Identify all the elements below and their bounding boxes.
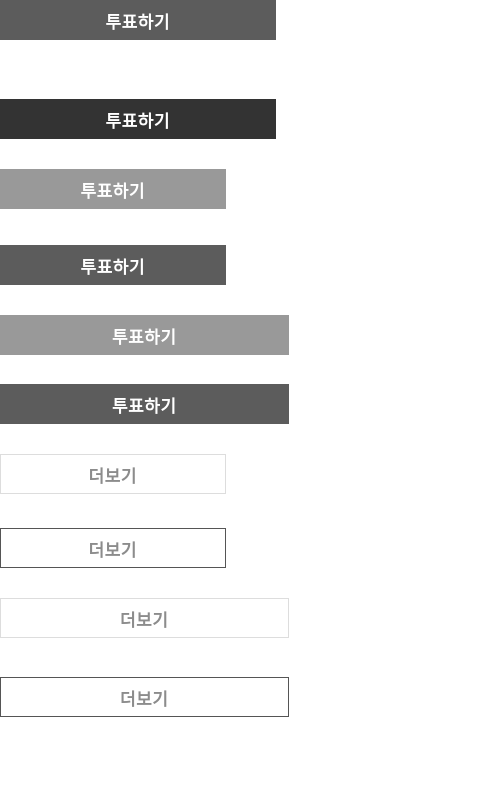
vote-button-3[interactable]: 투표하기 xyxy=(0,169,226,209)
vote-button-6[interactable]: 투표하기 xyxy=(0,384,289,424)
vote-button-2[interactable]: 투표하기 xyxy=(0,99,276,139)
more-button-4[interactable]: 더보기 xyxy=(0,677,289,717)
more-button-1[interactable]: 더보기 xyxy=(0,454,226,494)
more-button-3[interactable]: 더보기 xyxy=(0,598,289,638)
more-button-3-label: 더보기 xyxy=(120,610,169,631)
more-button-2-label: 더보기 xyxy=(88,540,138,561)
vote-button-4-label: 투표하기 xyxy=(80,257,146,278)
vote-button-2-label: 투표하기 xyxy=(105,111,171,132)
vote-button-5-label: 투표하기 xyxy=(112,327,177,348)
more-button-1-label: 더보기 xyxy=(88,466,138,487)
vote-button-3-label: 투표하기 xyxy=(80,181,146,202)
vote-button-1-label: 투표하기 xyxy=(105,12,171,33)
vote-button-6-label: 투표하기 xyxy=(112,396,177,417)
more-button-4-label: 더보기 xyxy=(120,689,169,710)
vote-button-5[interactable]: 투표하기 xyxy=(0,315,289,355)
vote-button-4[interactable]: 투표하기 xyxy=(0,245,226,285)
more-button-2[interactable]: 더보기 xyxy=(0,528,226,568)
vote-button-1[interactable]: 투표하기 xyxy=(0,0,276,40)
